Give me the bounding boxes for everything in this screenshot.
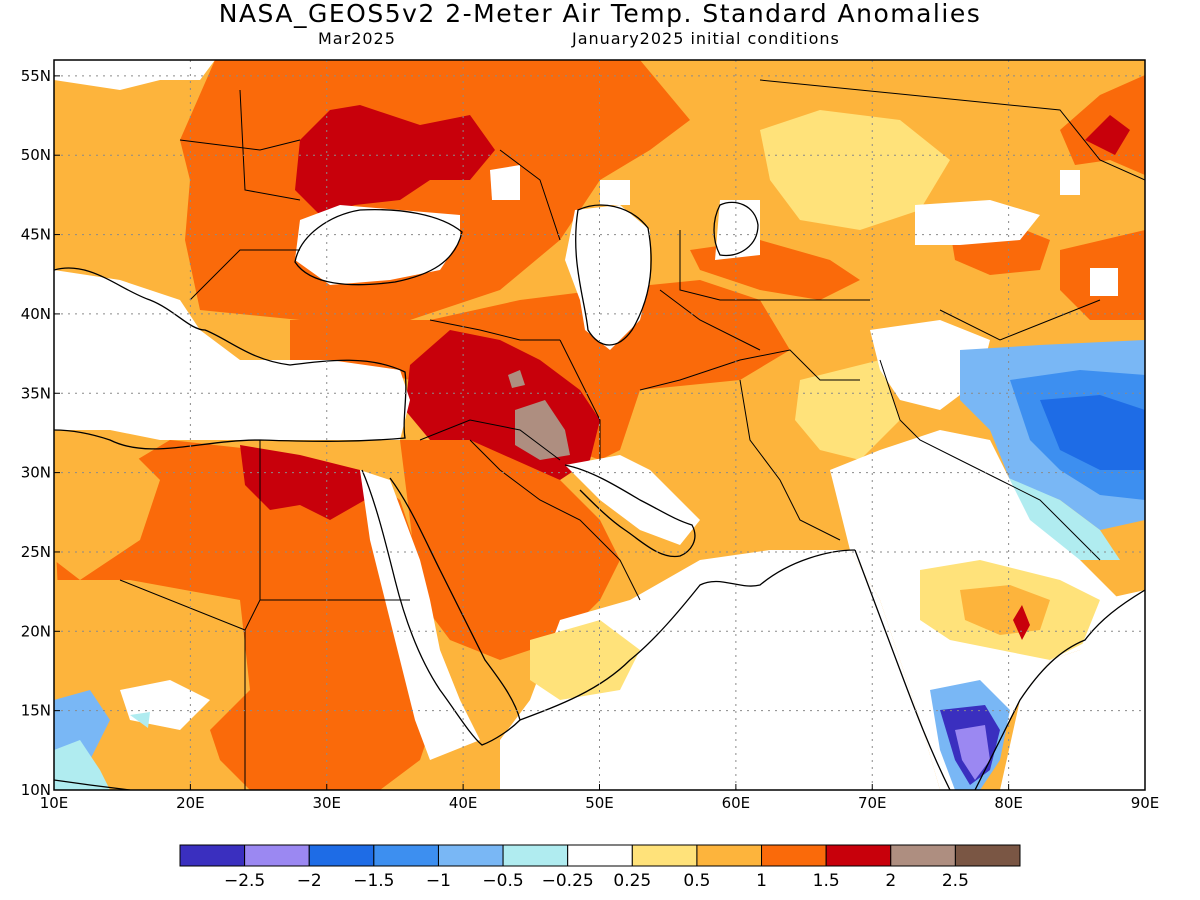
- field-india-spot: [1013, 605, 1030, 640]
- water-red-sea: [360, 470, 480, 760]
- legend-label: −0.25: [542, 871, 594, 891]
- lat-tick-label: 50N: [21, 146, 51, 164]
- field-egypt: [240, 445, 365, 520]
- field-ukraine: [295, 105, 495, 215]
- water-caspian-north: [600, 180, 630, 205]
- legend-swatch: [502, 844, 569, 867]
- latitude-ticks: 55N 50N 45N 40N 35N 30N 25N 20N 15N 10N: [21, 67, 60, 799]
- legend-label: −1: [426, 871, 451, 891]
- legend-swatch: [761, 844, 827, 867]
- legend-swatch: [244, 844, 310, 867]
- field-arabia: [400, 440, 620, 660]
- legend-label: −2.5: [224, 871, 265, 891]
- lon-tick-label: 40E: [449, 794, 478, 812]
- lat-tick-label: 30N: [21, 464, 51, 482]
- water-lake: [1090, 268, 1118, 296]
- water-mediterranean: [54, 270, 410, 440]
- water-baikal: [1060, 170, 1080, 195]
- borders: [119, 79, 1145, 790]
- lat-tick-label: 20N: [21, 622, 51, 640]
- water-arabian-sea: [500, 550, 940, 790]
- field-iraq-extreme-2: [508, 370, 525, 388]
- lat-tick-label: 40N: [21, 305, 51, 323]
- field-south-india-light: [955, 725, 990, 780]
- legend-swatch: [890, 844, 956, 867]
- field-yemen-light: [530, 620, 640, 700]
- water-bay-of-bengal: [1000, 590, 1145, 790]
- lon-tick-label: 80E: [994, 794, 1023, 812]
- legend-swatch: [567, 844, 633, 867]
- legend-label: −0.5: [482, 871, 523, 891]
- lat-tick-label: 25N: [21, 543, 51, 561]
- legend-label: 2.5: [942, 871, 969, 891]
- lon-tick-label: 90E: [1131, 794, 1160, 812]
- legend-swatch: [631, 844, 698, 867]
- field-iraq-extreme: [515, 400, 570, 460]
- legend-swatch: [179, 844, 246, 867]
- lat-tick-label: 10N: [21, 781, 51, 799]
- initial-conditions: January2025 initial conditions: [572, 29, 840, 48]
- legend-label: 1: [756, 871, 767, 891]
- legend-label: 0.25: [613, 871, 651, 891]
- coastlines: [54, 201, 1145, 790]
- legend-label: 1.5: [813, 871, 840, 891]
- legend-swatch: [437, 844, 504, 867]
- water-black-sea: [295, 205, 460, 285]
- gridlines: [54, 60, 1145, 790]
- legend-swatch: [373, 844, 439, 867]
- field-mongolia-red: [1085, 115, 1130, 155]
- water-balkhash: [915, 200, 1040, 245]
- longitude-ticks: 10E 20E 30E 40E 50E 60E 70E 80E 90E: [40, 784, 1160, 812]
- legend-swatch: [696, 844, 763, 867]
- legend-swatch: [308, 844, 375, 867]
- lat-tick-label: 35N: [21, 384, 51, 402]
- water-north: [54, 60, 215, 90]
- lat-tick-label: 15N: [21, 702, 51, 720]
- field-west-sahara: [54, 430, 160, 580]
- lon-tick-label: 10E: [40, 794, 69, 812]
- figure-title: NASA_GEOS5v2 2-Meter Air Temp. Standard …: [218, 0, 982, 28]
- legend-label: 0.5: [683, 871, 710, 891]
- legend-label: −2: [297, 871, 322, 891]
- legend-swatch: [825, 844, 892, 867]
- map-field: [54, 60, 1145, 790]
- lon-tick-label: 70E: [858, 794, 887, 812]
- lon-tick-label: 60E: [722, 794, 751, 812]
- valid-period: Mar2025: [318, 29, 396, 48]
- lat-tick-label: 45N: [21, 226, 51, 244]
- water-aral: [715, 200, 760, 260]
- field-afghan-light: [795, 360, 900, 460]
- legend-swatch: [954, 844, 1021, 867]
- color-legend: −2.5 −2 −1.5 −1 −0.5 −0.25 0.25 0.5 1 1.5 2 2.5: [179, 844, 1021, 891]
- lon-tick-label: 50E: [585, 794, 614, 812]
- legend-label: 2: [885, 871, 896, 891]
- lon-tick-label: 20E: [176, 794, 205, 812]
- legend-label: −1.5: [353, 871, 394, 891]
- water-volga: [490, 165, 520, 200]
- field-north-africa: [54, 440, 440, 790]
- field-westafrica-spot: [130, 712, 150, 728]
- field-kazakh-light: [760, 110, 950, 230]
- lat-tick-label: 55N: [21, 67, 51, 85]
- field-tibet-core: [1040, 395, 1145, 470]
- field-westafrica-cyan: [54, 740, 110, 790]
- lon-tick-label: 30E: [312, 794, 341, 812]
